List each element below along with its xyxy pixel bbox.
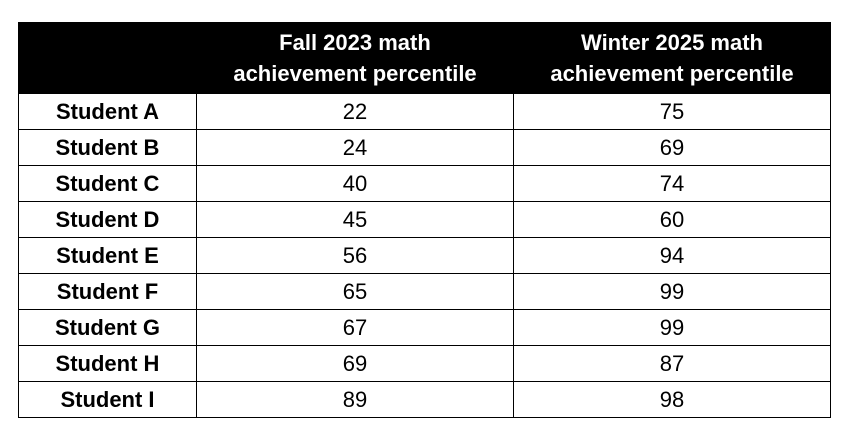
column-header-fall-2023-line-1: Fall 2023 math [279,30,431,55]
fall-2023-value-cell: 45 [196,201,514,238]
column-header-winter-2025-line-2: achievement percentile [550,61,794,86]
row-label-cell: Student I [18,381,197,418]
row-label-cell: Student E [18,237,197,274]
column-header-winter-2025: Winter 2025 math achievement percentile [513,22,831,94]
fall-2023-value-cell: 65 [196,273,514,310]
row-label-cell: Student C [18,165,197,202]
row-label-cell: Student H [18,345,197,382]
column-header-fall-2023-line-2: achievement percentile [233,61,477,86]
row-label-cell: Student G [18,309,197,346]
column-header-winter-2025-line-1: Winter 2025 math [581,30,763,55]
row-label-cell: Student F [18,273,197,310]
fall-2023-value-cell: 69 [196,345,514,382]
row-label-cell: Student A [18,93,197,130]
winter-2025-value-cell: 94 [513,237,831,274]
winter-2025-value-cell: 99 [513,309,831,346]
table-row: Student D 45 60 [18,201,831,238]
winter-2025-value-cell: 74 [513,165,831,202]
row-label-cell: Student D [18,201,197,238]
winter-2025-value-cell: 60 [513,201,831,238]
fall-2023-value-cell: 24 [196,129,514,166]
table-header: Fall 2023 math achievement percentile Wi… [18,22,831,94]
winter-2025-value-cell: 98 [513,381,831,418]
table-row: Student H 69 87 [18,345,831,382]
fall-2023-value-cell: 40 [196,165,514,202]
header-corner-cell [18,22,197,94]
fall-2023-value-cell: 67 [196,309,514,346]
fall-2023-value-cell: 56 [196,237,514,274]
data-table: Fall 2023 math achievement percentile Wi… [18,22,831,418]
table-row: Student A 22 75 [18,93,831,130]
header-row: Fall 2023 math achievement percentile Wi… [18,22,831,94]
fall-2023-value-cell: 22 [196,93,514,130]
winter-2025-value-cell: 69 [513,129,831,166]
column-header-fall-2023: Fall 2023 math achievement percentile [196,22,514,94]
winter-2025-value-cell: 75 [513,93,831,130]
table-row: Student G 67 99 [18,309,831,346]
table-row: Student E 56 94 [18,237,831,274]
table-body: Student A 22 75 Student B 24 69 Student C 40 74 S… [18,93,831,418]
table-row: Student B 24 69 [18,129,831,166]
winter-2025-value-cell: 87 [513,345,831,382]
table-row: Student F 65 99 [18,273,831,310]
table-row: Student I 89 98 [18,381,831,418]
fall-2023-value-cell: 89 [196,381,514,418]
row-label-cell: Student B [18,129,197,166]
table-row: Student C 40 74 [18,165,831,202]
winter-2025-value-cell: 99 [513,273,831,310]
